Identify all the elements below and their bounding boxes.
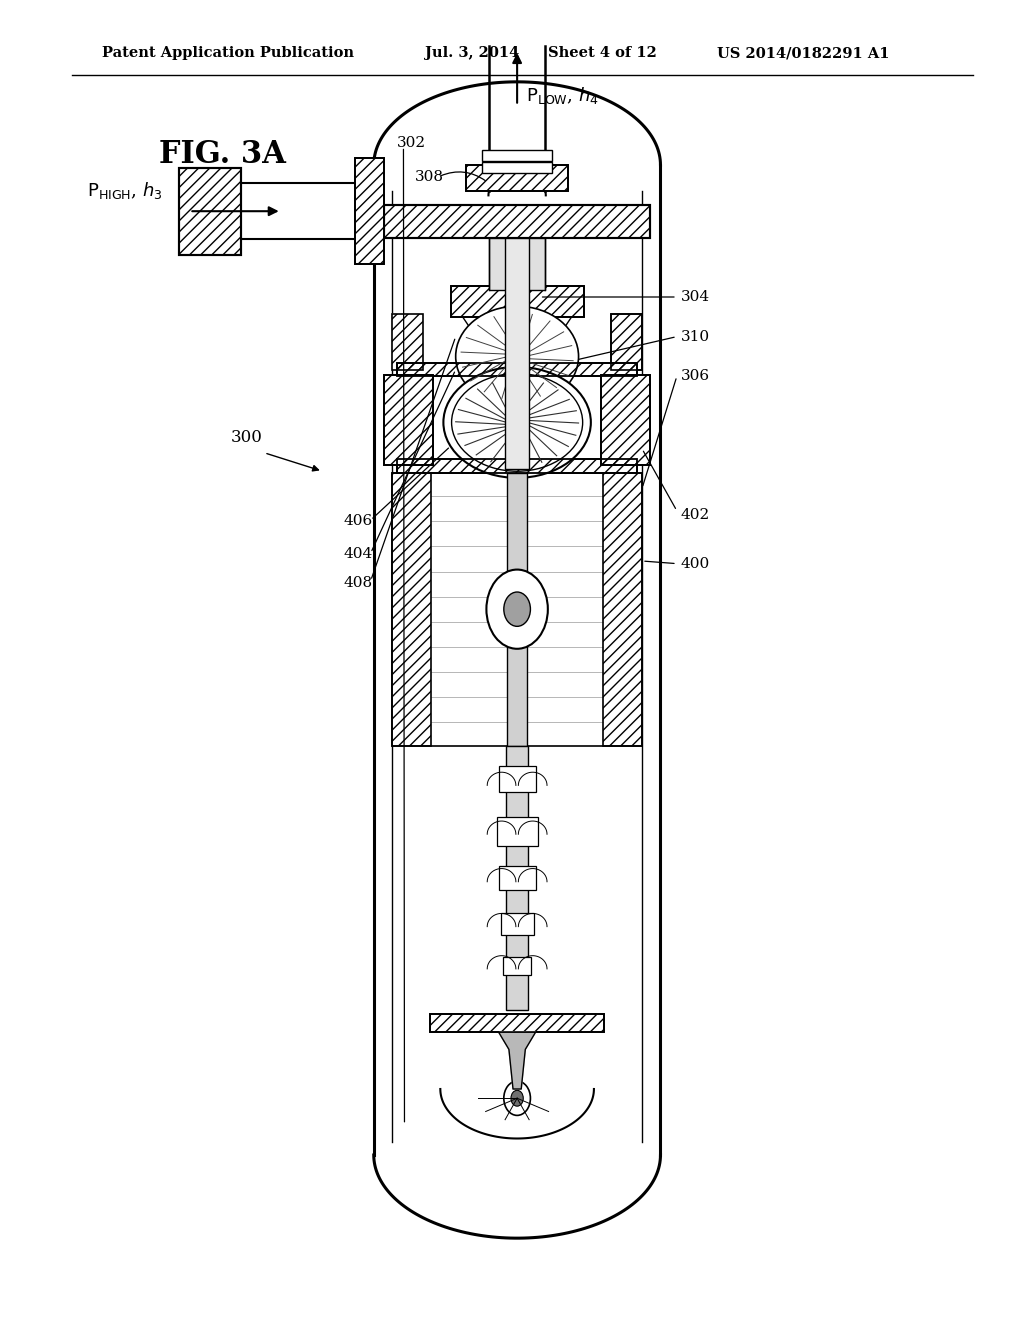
Bar xyxy=(392,314,423,370)
Bar xyxy=(507,473,527,746)
Text: 304: 304 xyxy=(681,290,710,304)
Bar xyxy=(601,375,650,465)
Bar xyxy=(603,473,642,746)
Bar xyxy=(430,1014,604,1032)
Ellipse shape xyxy=(456,306,579,407)
Ellipse shape xyxy=(508,348,526,363)
Text: FIG. 3A: FIG. 3A xyxy=(159,139,286,169)
Text: $\mathrm{P_{HIGH}}$, $h_3$: $\mathrm{P_{HIGH}}$, $h_3$ xyxy=(87,180,163,201)
Bar xyxy=(466,165,568,191)
Bar xyxy=(506,746,528,1010)
Bar xyxy=(355,158,384,264)
Bar xyxy=(397,363,637,376)
Bar xyxy=(397,363,637,376)
Ellipse shape xyxy=(506,414,528,430)
Text: 306: 306 xyxy=(681,370,710,383)
Circle shape xyxy=(504,591,530,627)
Ellipse shape xyxy=(443,367,591,478)
Bar xyxy=(501,913,534,935)
Text: 310: 310 xyxy=(681,330,710,343)
Bar xyxy=(489,238,545,290)
Circle shape xyxy=(504,1081,530,1115)
Bar xyxy=(384,375,433,465)
Bar xyxy=(384,205,650,238)
Text: 404: 404 xyxy=(343,548,373,561)
Ellipse shape xyxy=(452,374,583,471)
Bar xyxy=(451,286,584,317)
Bar xyxy=(384,205,650,238)
Bar xyxy=(482,150,552,161)
Circle shape xyxy=(511,1090,523,1106)
Text: 400: 400 xyxy=(681,557,711,570)
Text: Jul. 3, 2014: Jul. 3, 2014 xyxy=(425,46,519,61)
Text: Patent Application Publication: Patent Application Publication xyxy=(102,46,354,61)
Bar xyxy=(179,168,241,255)
Bar xyxy=(392,473,642,746)
Bar xyxy=(466,165,568,191)
Circle shape xyxy=(486,570,548,649)
Text: 402: 402 xyxy=(681,508,711,521)
Bar xyxy=(392,473,431,746)
Text: $\mathrm{P_{LOW}}$, $h_4$: $\mathrm{P_{LOW}}$, $h_4$ xyxy=(526,84,599,106)
Bar xyxy=(503,957,531,975)
Bar xyxy=(397,459,637,473)
Bar xyxy=(601,375,650,465)
Bar xyxy=(611,314,642,370)
Polygon shape xyxy=(392,314,428,370)
Text: 300: 300 xyxy=(230,429,262,446)
Bar xyxy=(482,162,552,173)
Bar xyxy=(497,817,538,846)
Bar xyxy=(355,158,384,264)
Text: 406: 406 xyxy=(343,515,373,528)
Text: 408: 408 xyxy=(343,577,372,590)
Bar xyxy=(611,314,642,370)
Text: Sheet 4 of 12: Sheet 4 of 12 xyxy=(548,46,656,61)
Text: US 2014/0182291 A1: US 2014/0182291 A1 xyxy=(717,46,889,61)
Polygon shape xyxy=(499,1032,536,1089)
Bar xyxy=(499,766,536,792)
Bar xyxy=(499,866,536,890)
Bar xyxy=(179,168,241,255)
Bar xyxy=(430,1014,604,1032)
Bar xyxy=(384,375,433,465)
Text: 308: 308 xyxy=(415,170,443,183)
Bar xyxy=(397,459,637,473)
Bar xyxy=(505,238,529,469)
Bar xyxy=(451,286,584,317)
Text: 302: 302 xyxy=(397,136,426,149)
